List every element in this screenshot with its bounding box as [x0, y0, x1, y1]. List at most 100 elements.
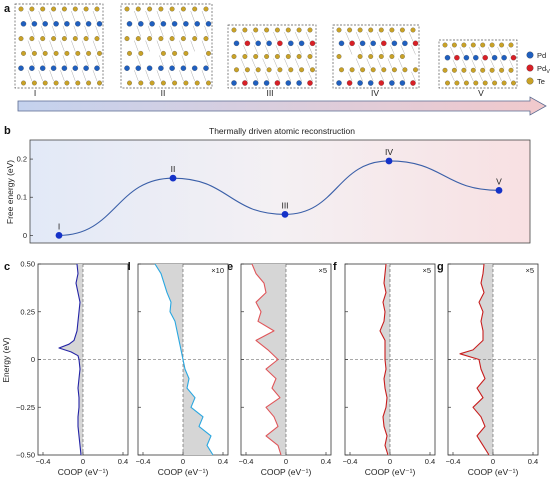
te-atom [75, 50, 81, 56]
pd-atom [50, 65, 57, 71]
te-atom [399, 27, 405, 33]
te-atom [83, 36, 89, 42]
coop-xtick-label: 0 [491, 457, 495, 466]
bond [305, 58, 311, 68]
bond [136, 25, 141, 37]
pd-atom [285, 80, 292, 86]
bond [159, 55, 164, 67]
structure-box-1 [14, 3, 104, 89]
te-atom [158, 6, 164, 12]
te-atom [206, 50, 211, 56]
bond [71, 40, 76, 52]
te-atom [127, 80, 132, 86]
bond [81, 10, 87, 22]
pd-atom [64, 21, 70, 27]
coop-xtick-label: 0 [284, 457, 288, 466]
te-atom [410, 27, 416, 33]
te-atom [511, 80, 516, 86]
pd-atom [473, 54, 479, 61]
bond [51, 55, 57, 67]
te-atom [242, 27, 248, 33]
bond [297, 45, 302, 55]
coop-curve [58, 263, 82, 456]
bond [254, 71, 259, 82]
pd-atom [96, 21, 103, 27]
te-atom [501, 80, 507, 86]
bond [81, 40, 87, 52]
pd-atom [357, 80, 363, 86]
pd-atom [391, 40, 398, 47]
bond [355, 58, 361, 68]
te-atom [274, 27, 280, 33]
pd-atom [171, 21, 178, 27]
pd-atom [399, 80, 406, 86]
te-atom [64, 80, 70, 86]
panel-label-g: g [437, 261, 444, 273]
te-atom [192, 36, 198, 42]
te-atom [296, 54, 302, 59]
te-atom [29, 6, 35, 12]
pd-atom [138, 21, 144, 27]
te-atom [413, 67, 418, 73]
pd-atom [263, 80, 270, 86]
pd-atom [53, 21, 59, 27]
structure-frame [332, 24, 420, 89]
pd-atom [160, 21, 167, 27]
bond [450, 46, 455, 56]
bond [459, 72, 465, 82]
bond [243, 71, 248, 82]
bond [201, 10, 207, 22]
bond [167, 10, 173, 22]
te-atom [307, 54, 313, 59]
coop-ytick-label: 0 [31, 355, 35, 364]
bond [134, 40, 139, 52]
te-atom [135, 36, 141, 42]
te-atom [231, 27, 237, 33]
te-atom [183, 50, 189, 56]
te-atom [138, 50, 144, 56]
coop-xtick-label: 0.4 [218, 457, 228, 466]
pd-atom [296, 80, 302, 86]
te-atom [253, 27, 259, 33]
bond [377, 31, 382, 42]
bond [240, 58, 246, 68]
bond [366, 58, 371, 68]
bond [201, 70, 207, 82]
te-atom [42, 80, 48, 86]
coop-xlabel: COOP (eV⁻¹) [365, 467, 416, 477]
te-atom [264, 27, 270, 33]
bond [201, 40, 207, 52]
pd-atom [146, 65, 153, 71]
te-atom [183, 80, 189, 86]
energy-point-label-I: I [58, 221, 60, 231]
bond [95, 25, 100, 37]
bond [179, 10, 184, 22]
structure-box-3 [227, 24, 317, 89]
te-atom [399, 54, 405, 59]
bond [240, 31, 246, 42]
te-atom [389, 27, 395, 33]
bond [73, 25, 78, 37]
te-atom [499, 42, 505, 48]
te-atom [296, 27, 302, 33]
bond [294, 58, 300, 68]
te-atom [72, 36, 78, 42]
bond [481, 59, 486, 69]
bond [145, 70, 150, 82]
bond [243, 45, 248, 55]
bond [95, 55, 100, 67]
pd-atom [194, 21, 200, 27]
te-atom [160, 80, 166, 86]
stage-label-IV: IV [371, 88, 379, 98]
te-atom [470, 67, 476, 73]
bond [92, 40, 98, 52]
bond [366, 31, 371, 42]
structure-box-5 [438, 39, 518, 89]
te-atom [203, 6, 209, 12]
bond [179, 70, 184, 82]
te-atom [75, 80, 81, 86]
legend-label-te: Te [537, 77, 545, 86]
te-atom [499, 67, 505, 73]
pd-atom [61, 65, 68, 71]
pd-atom [412, 40, 419, 47]
